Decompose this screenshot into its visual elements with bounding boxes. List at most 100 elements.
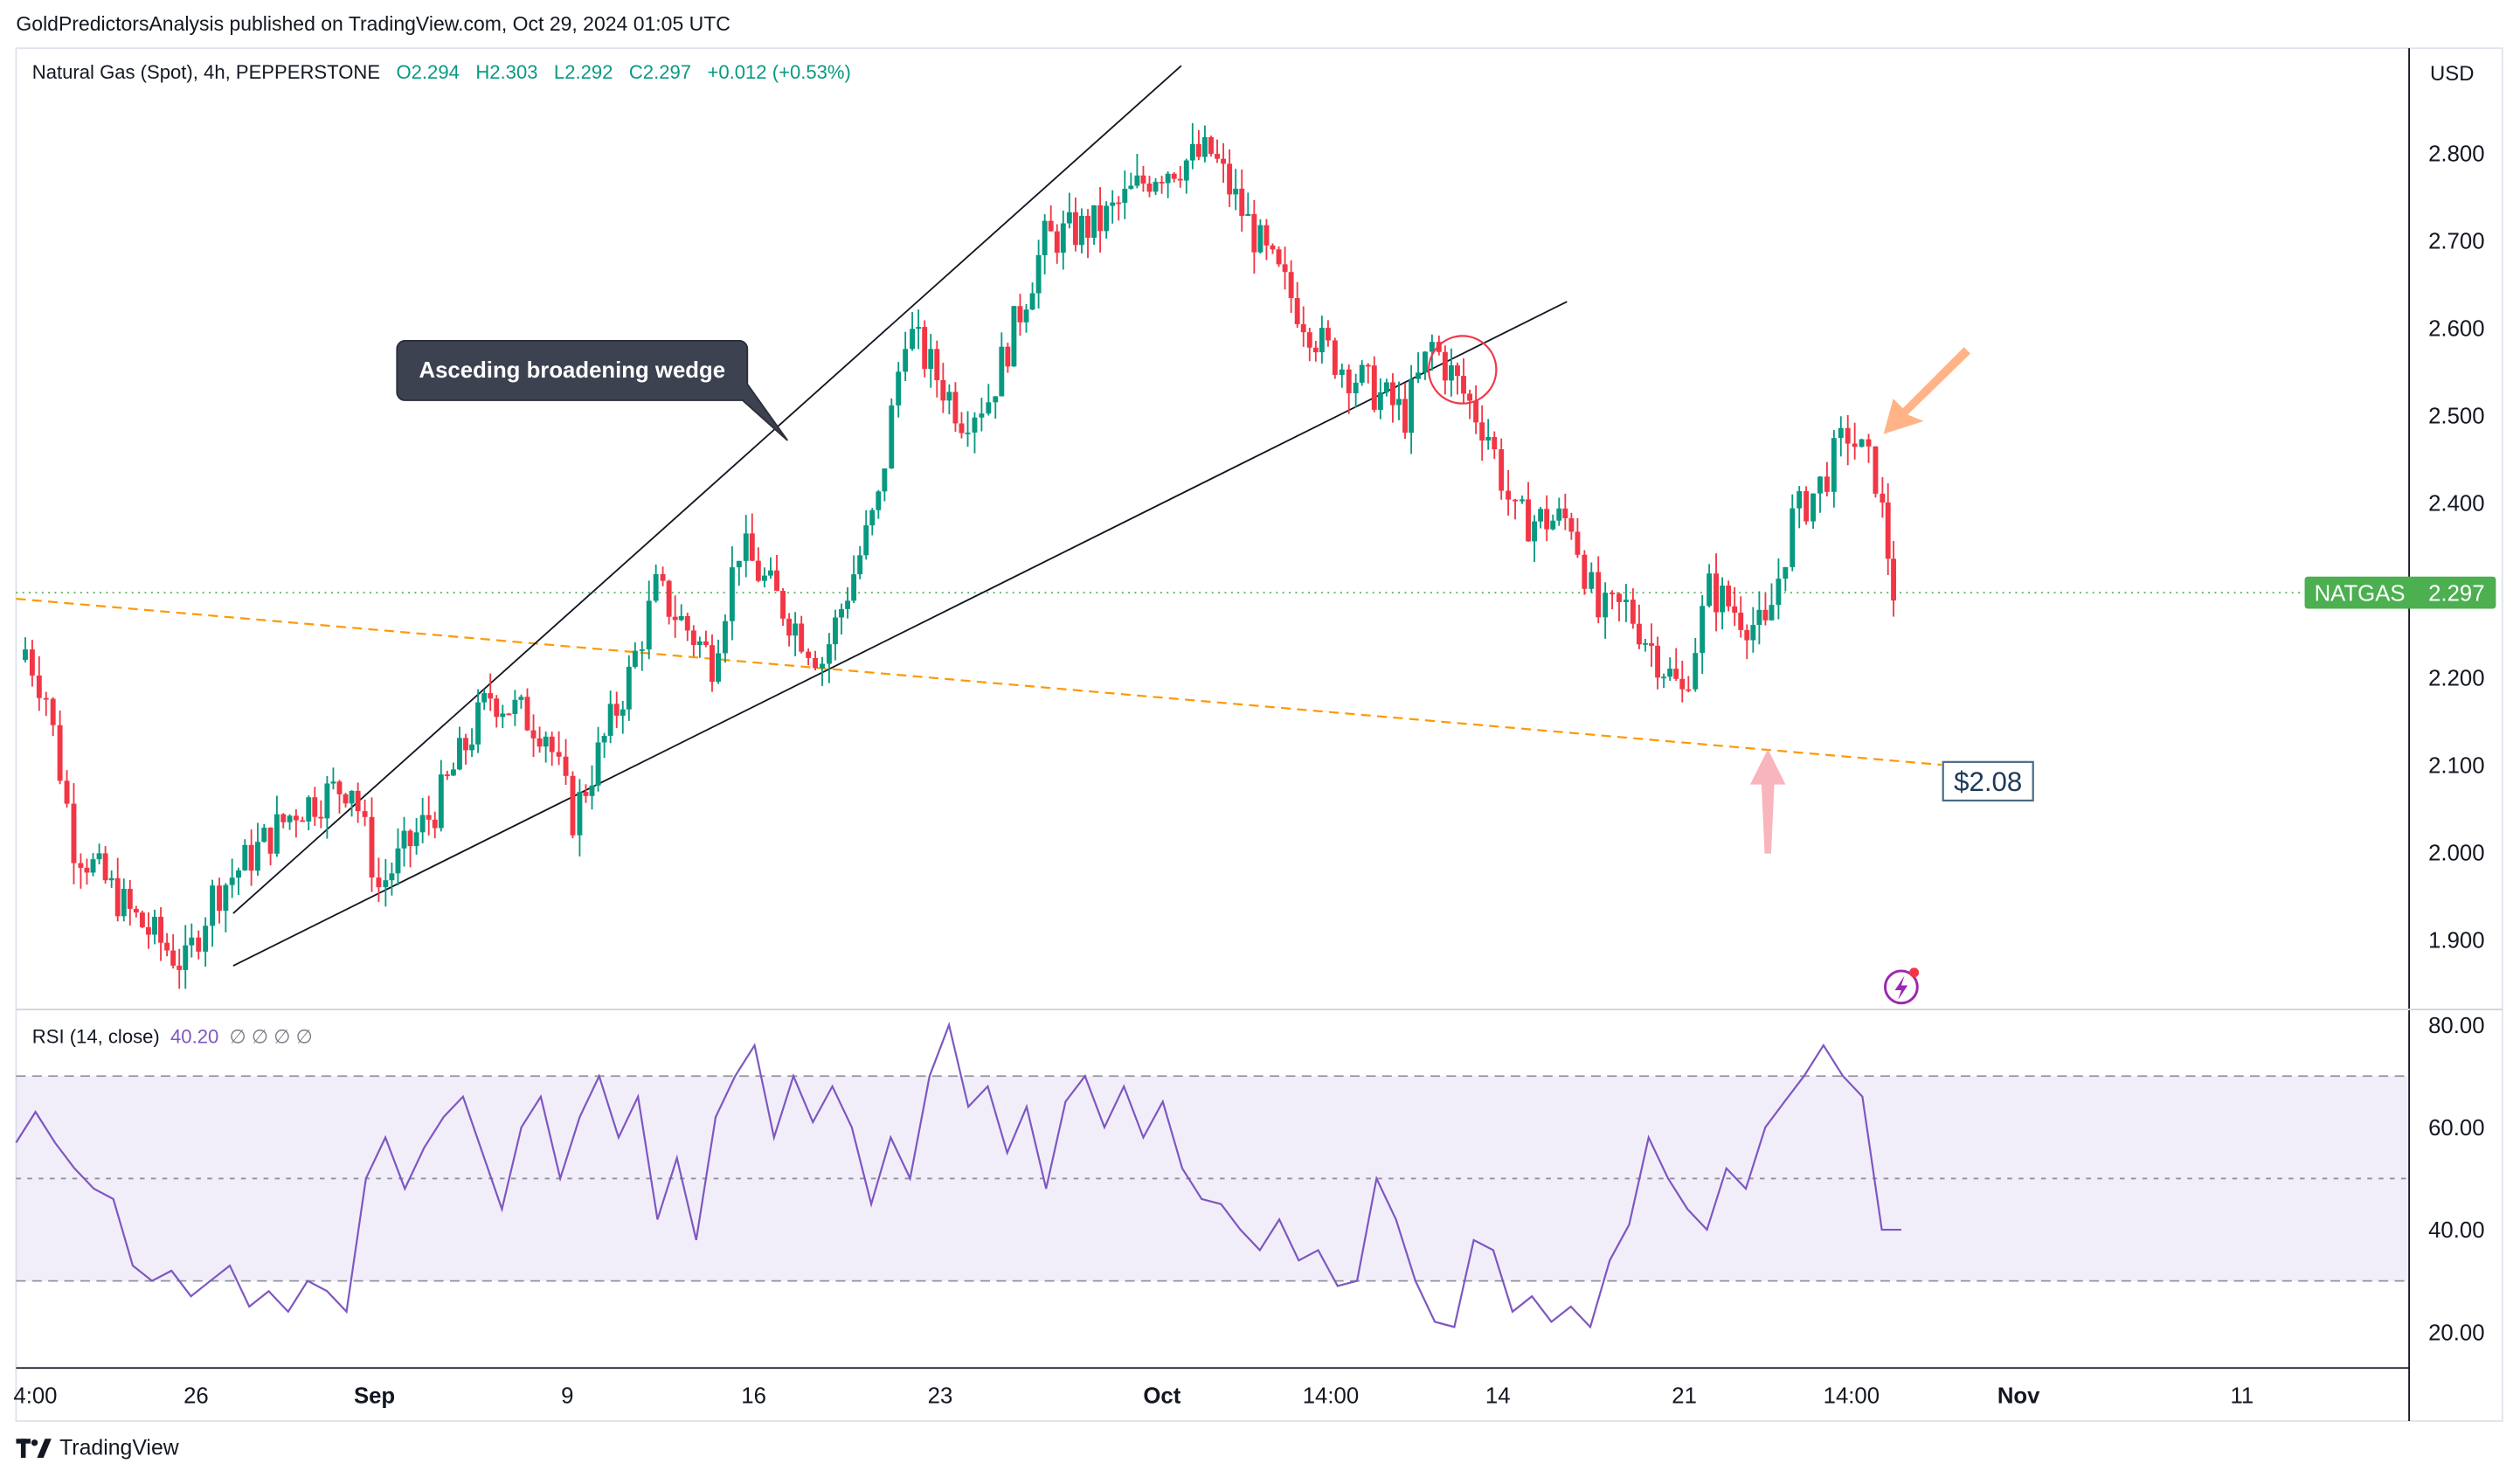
candle[interactable] bbox=[177, 948, 183, 989]
candle[interactable] bbox=[916, 309, 922, 350]
trendline-upper-wedge[interactable] bbox=[232, 65, 1182, 914]
candle[interactable] bbox=[1371, 356, 1377, 413]
candle[interactable] bbox=[755, 547, 761, 583]
candle[interactable] bbox=[512, 690, 518, 726]
candle[interactable] bbox=[1177, 165, 1183, 188]
candle[interactable] bbox=[1325, 320, 1331, 347]
candle[interactable] bbox=[876, 489, 882, 519]
candle[interactable] bbox=[1582, 550, 1588, 595]
candle[interactable] bbox=[820, 656, 825, 686]
candle[interactable] bbox=[355, 782, 361, 823]
candle[interactable] bbox=[1649, 623, 1654, 668]
candle[interactable] bbox=[1215, 139, 1220, 163]
candle[interactable] bbox=[1810, 493, 1817, 530]
candle[interactable] bbox=[330, 767, 336, 790]
candle[interactable] bbox=[928, 334, 934, 388]
candle[interactable] bbox=[639, 641, 645, 671]
candle[interactable] bbox=[475, 689, 481, 753]
candle[interactable] bbox=[1817, 475, 1823, 513]
candle[interactable] bbox=[543, 732, 549, 763]
candle[interactable] bbox=[1208, 135, 1214, 157]
candle[interactable] bbox=[1891, 541, 1897, 617]
candle[interactable] bbox=[1562, 493, 1568, 530]
candle[interactable] bbox=[889, 398, 895, 469]
candle[interactable] bbox=[1146, 176, 1153, 198]
candle[interactable] bbox=[1720, 577, 1726, 630]
candle[interactable] bbox=[833, 609, 838, 661]
candle[interactable] bbox=[242, 839, 248, 871]
candle[interactable] bbox=[1017, 294, 1023, 336]
support-up-arrow-icon[interactable] bbox=[1749, 749, 1786, 854]
candle[interactable] bbox=[952, 382, 959, 432]
support-price-label[interactable]: $2.08 bbox=[1942, 760, 2034, 802]
candle[interactable] bbox=[620, 700, 626, 734]
currency-label[interactable]: USD bbox=[2430, 60, 2475, 86]
candle[interactable] bbox=[1520, 495, 1525, 504]
candle[interactable] bbox=[666, 579, 672, 625]
candle[interactable] bbox=[121, 878, 127, 922]
candle[interactable] bbox=[267, 827, 273, 866]
candle[interactable] bbox=[349, 790, 355, 817]
candle[interactable] bbox=[1538, 506, 1544, 529]
candle[interactable] bbox=[1346, 364, 1352, 414]
candle[interactable] bbox=[959, 412, 965, 439]
candle[interactable] bbox=[300, 816, 306, 822]
candle[interactable] bbox=[1532, 515, 1538, 563]
candle[interactable] bbox=[217, 877, 222, 924]
candle[interactable] bbox=[1838, 416, 1844, 457]
trendline-lower-wedge[interactable] bbox=[232, 301, 1568, 967]
candle[interactable] bbox=[196, 930, 202, 960]
candle[interactable] bbox=[1159, 176, 1165, 194]
candle[interactable] bbox=[761, 567, 767, 588]
flash-alert-icon[interactable] bbox=[1884, 967, 1920, 1005]
candle[interactable] bbox=[50, 697, 56, 737]
candle[interactable] bbox=[626, 655, 632, 721]
candle[interactable] bbox=[450, 762, 456, 776]
candle[interactable] bbox=[1762, 593, 1769, 626]
candle[interactable] bbox=[934, 340, 940, 398]
candle[interactable] bbox=[189, 923, 195, 958]
candle[interactable] bbox=[1880, 477, 1886, 518]
candle[interactable] bbox=[1623, 584, 1629, 622]
candle[interactable] bbox=[946, 384, 952, 415]
candle[interactable] bbox=[1442, 345, 1448, 395]
candle[interactable] bbox=[1744, 624, 1750, 660]
candle[interactable] bbox=[1693, 637, 1699, 692]
candle[interactable] bbox=[1079, 208, 1084, 253]
candle[interactable] bbox=[1499, 438, 1505, 500]
candle[interactable] bbox=[896, 362, 902, 418]
candle[interactable] bbox=[1233, 169, 1239, 211]
candle[interactable] bbox=[426, 795, 432, 836]
candle[interactable] bbox=[1824, 461, 1830, 496]
candle[interactable] bbox=[678, 604, 684, 621]
candle[interactable] bbox=[1707, 564, 1713, 607]
candle[interactable] bbox=[863, 510, 869, 560]
candle[interactable] bbox=[660, 566, 666, 586]
candle[interactable] bbox=[882, 468, 888, 502]
candle[interactable] bbox=[170, 933, 177, 969]
candle[interactable] bbox=[556, 731, 562, 766]
candle[interactable] bbox=[749, 513, 755, 562]
candle[interactable] bbox=[1122, 170, 1128, 219]
candle[interactable] bbox=[1859, 438, 1865, 448]
candle[interactable] bbox=[343, 793, 349, 808]
candle[interactable] bbox=[1661, 673, 1667, 689]
candle[interactable] bbox=[1183, 158, 1189, 194]
candle[interactable] bbox=[1416, 352, 1421, 384]
candle[interactable] bbox=[1288, 260, 1294, 313]
candle[interactable] bbox=[1066, 192, 1072, 229]
candle[interactable] bbox=[684, 613, 690, 641]
candle[interactable] bbox=[690, 625, 696, 657]
candle[interactable] bbox=[653, 564, 659, 603]
candle[interactable] bbox=[589, 765, 595, 810]
candle[interactable] bbox=[1263, 218, 1270, 260]
candle[interactable] bbox=[1845, 414, 1851, 466]
candle[interactable] bbox=[1866, 433, 1872, 463]
candle[interactable] bbox=[1042, 214, 1048, 275]
candle[interactable] bbox=[1300, 306, 1306, 347]
candle[interactable] bbox=[530, 714, 537, 758]
candle[interactable] bbox=[1550, 514, 1556, 530]
candle[interactable] bbox=[1467, 389, 1473, 420]
candle[interactable] bbox=[1667, 657, 1673, 681]
candle[interactable] bbox=[236, 867, 241, 896]
